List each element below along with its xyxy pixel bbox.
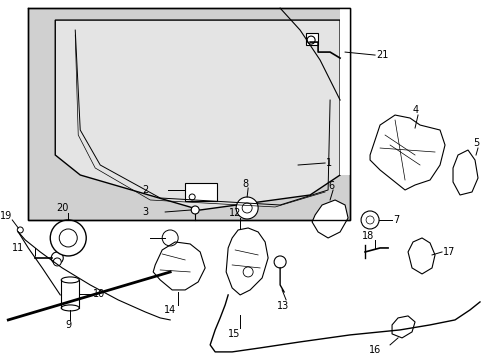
Circle shape — [306, 36, 314, 44]
Circle shape — [366, 216, 373, 224]
Text: 10: 10 — [93, 289, 105, 299]
Ellipse shape — [61, 305, 79, 311]
Polygon shape — [153, 242, 205, 290]
Circle shape — [51, 252, 63, 264]
Text: 8: 8 — [242, 179, 248, 189]
Polygon shape — [311, 200, 347, 238]
Text: 4: 4 — [412, 105, 418, 115]
Text: 12: 12 — [228, 208, 241, 218]
Text: 20: 20 — [56, 203, 68, 213]
Text: 13: 13 — [276, 301, 289, 311]
Text: 5: 5 — [472, 138, 478, 148]
Polygon shape — [225, 228, 267, 295]
Circle shape — [236, 197, 258, 219]
Text: 18: 18 — [361, 231, 373, 241]
Circle shape — [243, 267, 253, 277]
Text: 6: 6 — [327, 181, 333, 191]
Circle shape — [242, 203, 252, 213]
Text: 9: 9 — [65, 320, 71, 330]
Bar — [28, 8, 349, 220]
Text: 7: 7 — [392, 215, 399, 225]
Polygon shape — [391, 316, 414, 338]
Text: 21: 21 — [375, 50, 387, 60]
Text: 16: 16 — [368, 345, 381, 355]
Text: 14: 14 — [163, 305, 176, 315]
Polygon shape — [407, 238, 434, 274]
Circle shape — [274, 256, 285, 268]
Circle shape — [59, 229, 77, 247]
Text: 19: 19 — [0, 211, 12, 221]
Text: 1: 1 — [325, 158, 331, 168]
Text: 15: 15 — [227, 329, 240, 339]
Polygon shape — [369, 115, 444, 190]
Polygon shape — [452, 150, 477, 195]
Circle shape — [189, 194, 195, 200]
Bar — [305, 33, 318, 45]
Text: 2: 2 — [142, 185, 148, 195]
Ellipse shape — [61, 277, 79, 283]
Text: 17: 17 — [442, 247, 454, 257]
Text: 3: 3 — [142, 207, 148, 217]
Circle shape — [360, 211, 378, 229]
Polygon shape — [55, 20, 339, 210]
Circle shape — [53, 258, 61, 266]
Bar — [185, 183, 217, 201]
Text: 11: 11 — [12, 243, 24, 253]
Circle shape — [17, 227, 23, 233]
Circle shape — [191, 206, 199, 214]
Polygon shape — [339, 8, 349, 175]
Circle shape — [50, 220, 86, 256]
